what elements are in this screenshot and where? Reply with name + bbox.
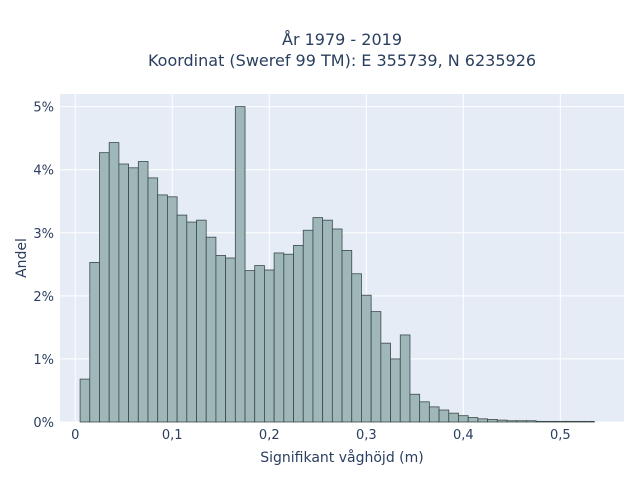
y-tick-label: 1% [33,353,54,368]
histogram-bar [428,406,440,423]
x-tick-label: 0 [71,428,79,443]
histogram-bar [99,152,110,423]
histogram-bar [516,420,527,423]
histogram-bar [458,415,469,423]
chart-title: År 1979 - 2019 [282,30,402,49]
histogram-bar [467,417,479,423]
histogram-bar [331,228,343,423]
x-axis-ticks: 0 0,1 0,2 0,3 0,4 0,5 [71,428,571,443]
histogram-bar [341,250,353,423]
x-tick-label: 0,1 [162,428,183,443]
histogram-bar [555,420,566,423]
histogram-bar [196,219,207,423]
histogram-bar [254,265,265,423]
histogram-bar [147,177,159,423]
histogram-bar [438,409,450,423]
y-axis-title: Andel [14,238,30,278]
histogram-bar [419,401,430,423]
histogram-bar [574,420,586,423]
histogram-bar [89,262,100,423]
y-tick-label: 3% [33,227,54,242]
histogram-bar [409,393,421,423]
y-axis-ticks: 0% 1% 2% 3% 4% 5% [33,101,54,431]
x-tick-label: 0,3 [356,428,377,443]
histogram-bar [186,221,197,423]
x-tick-label: 0,5 [550,428,571,443]
histogram-bar [545,420,556,423]
histogram-bar [399,334,411,423]
histogram-bar [370,311,382,423]
histogram-bar [506,420,518,423]
histogram-bar [293,244,304,423]
histogram-bar [205,236,217,423]
histogram-bar [535,420,547,423]
x-tick-label: 0,4 [453,428,474,443]
histogram-bar [157,194,168,423]
histogram-bar [525,420,537,423]
histogram-bar [496,419,508,423]
x-axis-title: Signifikant våghöjd (m) [260,449,423,466]
histogram-bar [477,418,488,423]
histogram-bar [584,420,595,423]
histogram-bars [79,106,595,423]
histogram-bar [225,257,236,423]
histogram-bar [79,378,91,423]
histogram-bar [564,420,576,423]
histogram-bar [264,269,275,423]
y-tick-label: 4% [33,164,54,179]
histogram-bar [361,294,372,423]
histogram-bar [487,419,498,423]
histogram-bar [322,219,333,423]
histogram-bar [167,196,178,423]
y-tick-label: 2% [33,290,54,305]
histogram-bar [448,412,459,423]
histogram-bar [380,342,391,423]
histogram-bar [108,142,120,423]
histogram-bar [244,270,256,423]
histogram-bar [312,217,324,423]
histogram-bar [283,253,294,423]
histogram-bar [128,167,139,423]
chart-subtitle: Koordinat (Sweref 99 TM): E 355739, N 62… [148,51,536,70]
histogram-bar [215,255,227,423]
x-tick-label: 0,2 [259,428,280,443]
histogram-bar [137,161,149,423]
histogram-bar [118,163,129,423]
y-tick-label: 0% [33,416,54,431]
histogram-bar [234,106,246,423]
histogram-bar [176,214,188,423]
histogram-bar [302,229,314,423]
histogram-bar [273,252,285,423]
histogram-bar [351,273,362,423]
y-tick-label: 5% [33,101,54,116]
histogram-bar [390,358,401,423]
